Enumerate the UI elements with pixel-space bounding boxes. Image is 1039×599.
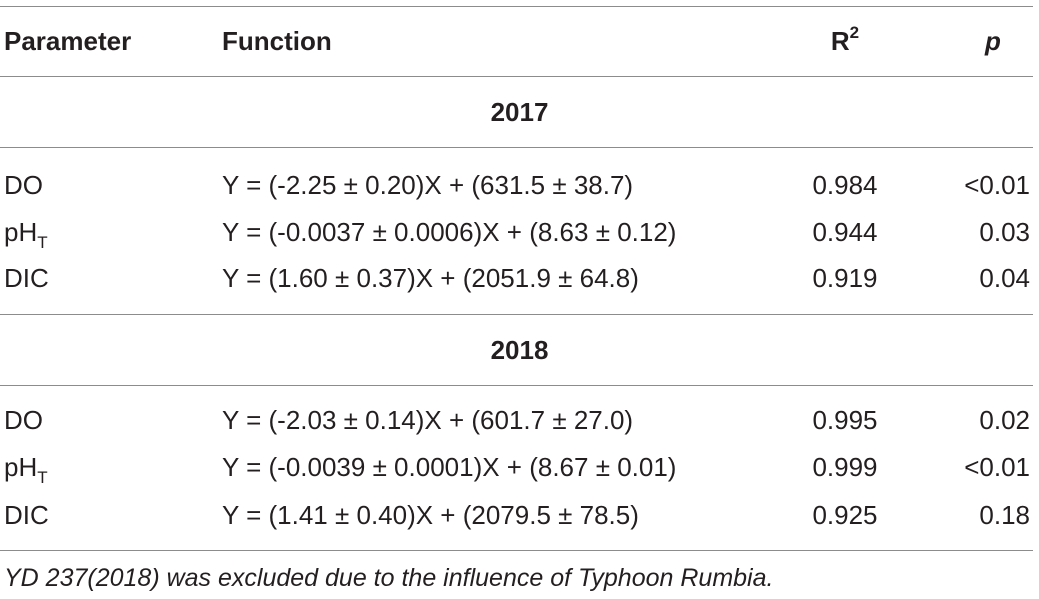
row-r2: 0.984 bbox=[812, 170, 878, 200]
parameter-name: pH bbox=[4, 452, 38, 482]
row-function: Y = (-2.03 ± 0.14)X + (601.7 ± 27.0) bbox=[222, 405, 634, 435]
row-function: Y = (1.41 ± 0.40)X + (2079.5 ± 78.5) bbox=[222, 500, 639, 530]
row-parameter: DIC bbox=[4, 492, 49, 538]
header-r2-superscript: 2 bbox=[849, 23, 860, 42]
parameter-subscript: T bbox=[37, 233, 48, 252]
row-r2: 0.925 bbox=[812, 500, 878, 530]
row-parameter: pHT bbox=[4, 209, 48, 255]
group-rule-2017 bbox=[0, 147, 1033, 148]
row-function: Y = (-0.0039 ± 0.0001)X + (8.67 ± 0.01) bbox=[222, 452, 677, 482]
parameter-name: DO bbox=[4, 170, 43, 200]
table-row: pHT Y = (-0.0037 ± 0.0006)X + (8.63 ± 0.… bbox=[0, 209, 1033, 255]
row-parameter: DO bbox=[4, 397, 43, 443]
row-r2: 0.999 bbox=[812, 452, 878, 482]
bottom-rule bbox=[0, 550, 1033, 551]
parameter-subscript: T bbox=[37, 468, 48, 487]
row-function: Y = (1.60 ± 0.37)X + (2051.9 ± 64.8) bbox=[222, 263, 639, 293]
header-r2: R2 bbox=[790, 18, 900, 64]
row-parameter: DIC bbox=[4, 255, 49, 301]
parameter-name: DIC bbox=[4, 500, 49, 530]
row-function: Y = (-0.0037 ± 0.0006)X + (8.63 ± 0.12) bbox=[222, 217, 677, 247]
parameter-name: pH bbox=[4, 217, 38, 247]
header-parameter: Parameter bbox=[4, 26, 132, 56]
row-p: <0.01 bbox=[964, 170, 1030, 200]
table-footnote: YD 237(2018) was excluded due to the inf… bbox=[4, 564, 774, 592]
row-p: 0.03 bbox=[979, 217, 1030, 247]
row-function: Y = (-2.25 ± 0.20)X + (631.5 ± 38.7) bbox=[222, 170, 634, 200]
top-rule bbox=[0, 6, 1033, 7]
row-p: 0.04 bbox=[979, 263, 1030, 293]
parameter-name: DIC bbox=[4, 263, 49, 293]
row-p: 0.18 bbox=[979, 500, 1030, 530]
parameter-name: DO bbox=[4, 405, 43, 435]
row-r2: 0.995 bbox=[812, 405, 878, 435]
row-p: <0.01 bbox=[964, 452, 1030, 482]
group-rule-2018 bbox=[0, 385, 1033, 386]
row-r2: 0.919 bbox=[812, 263, 878, 293]
group-end-rule-2017 bbox=[0, 314, 1033, 315]
group-year-2018: 2018 bbox=[490, 335, 549, 365]
row-r2: 0.944 bbox=[812, 217, 878, 247]
header-rule bbox=[0, 76, 1033, 77]
table-row: DIC Y = (1.41 ± 0.40)X + (2079.5 ± 78.5)… bbox=[0, 492, 1033, 538]
table-row: pHT Y = (-0.0039 ± 0.0001)X + (8.67 ± 0.… bbox=[0, 444, 1033, 490]
table-row: DIC Y = (1.60 ± 0.37)X + (2051.9 ± 64.8)… bbox=[0, 255, 1033, 301]
row-p: 0.02 bbox=[979, 405, 1030, 435]
header-r2-base: R bbox=[830, 26, 850, 56]
header-row: Parameter Function R2 p bbox=[0, 18, 1033, 64]
group-year-2017: 2017 bbox=[490, 97, 549, 127]
header-p: p bbox=[985, 26, 1001, 56]
row-parameter: pHT bbox=[4, 444, 48, 490]
row-parameter: DO bbox=[4, 162, 43, 208]
table-row: DO Y = (-2.25 ± 0.20)X + (631.5 ± 38.7) … bbox=[0, 162, 1033, 208]
header-function: Function bbox=[222, 26, 332, 56]
table-row: DO Y = (-2.03 ± 0.14)X + (601.7 ± 27.0) … bbox=[0, 397, 1033, 443]
